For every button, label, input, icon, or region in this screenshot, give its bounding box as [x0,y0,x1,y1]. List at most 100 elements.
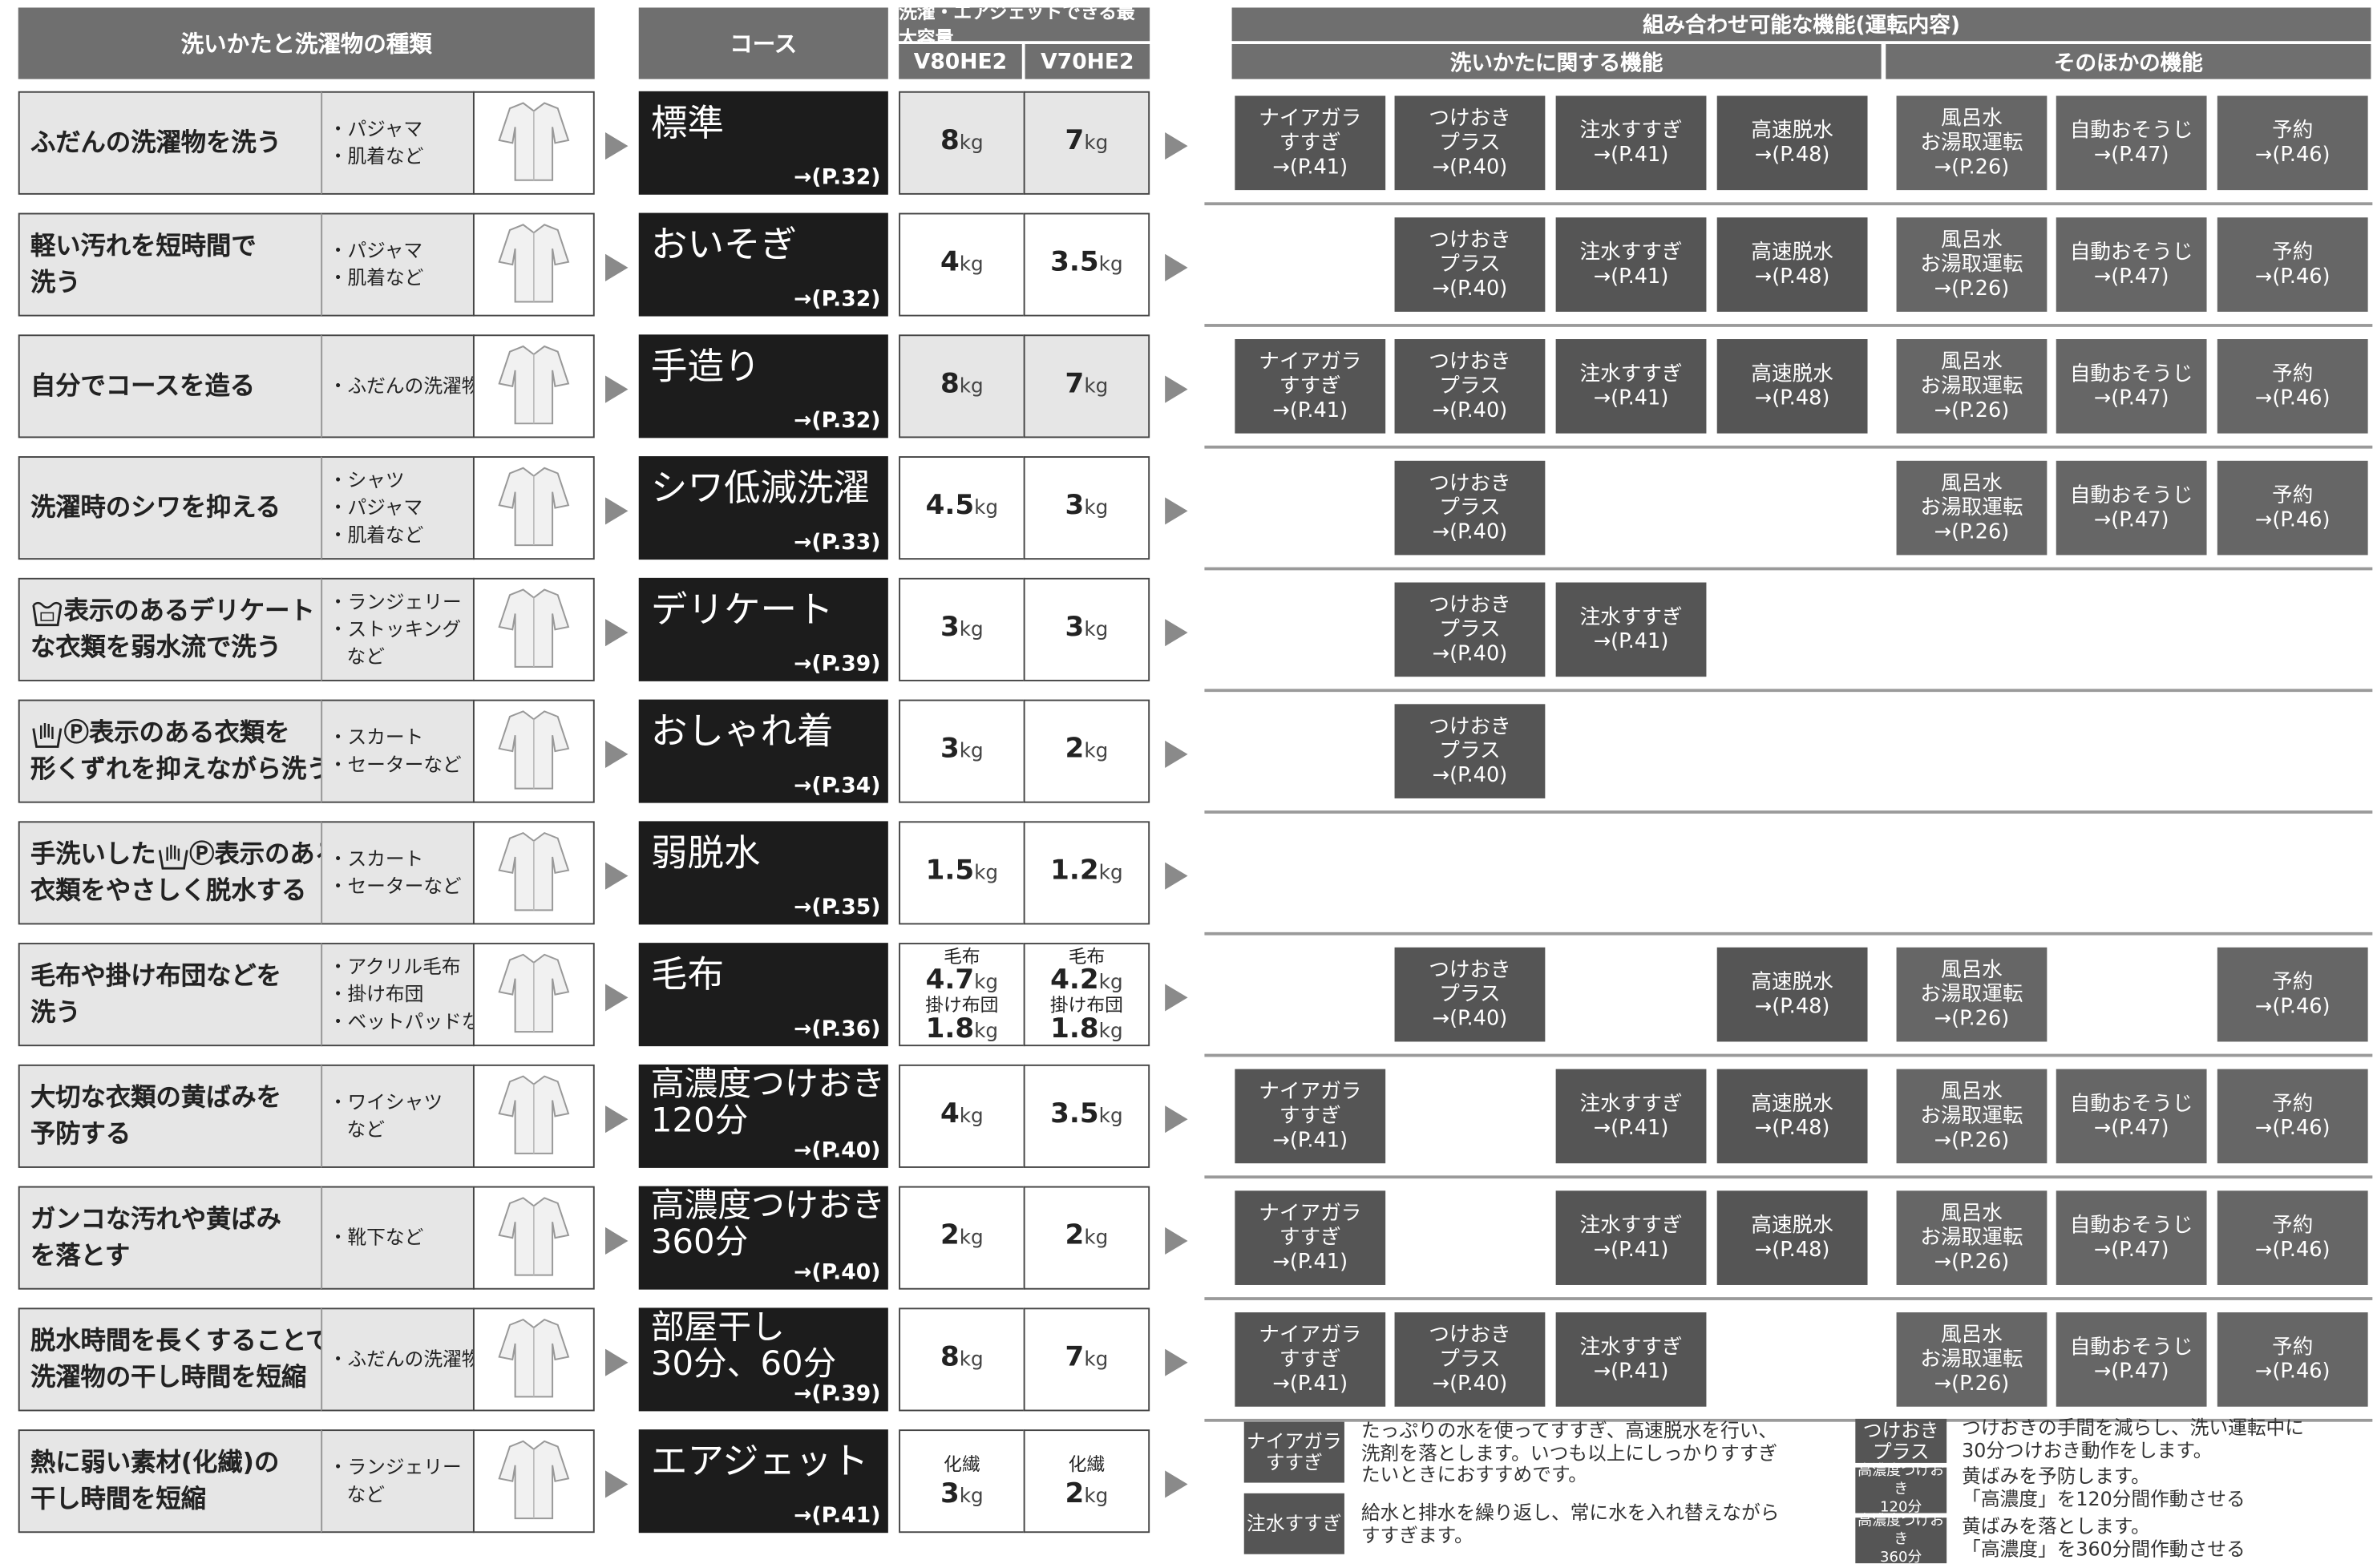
item-line: ・セーターなど [328,753,462,776]
legend-tag-text: 120分 [1880,1499,1922,1517]
arrow [605,251,629,281]
function-text: 自動おそうじ [2069,1335,2193,1360]
course-box: おいそぎ →(P.32) [638,212,888,317]
arrow [1165,1346,1188,1376]
description-text: 脱水時間を長くすることで [30,1326,331,1356]
function-box: 予約 →(P.46) [2217,217,2368,312]
arrow-icon [605,739,629,768]
course-name: 高濃度つけおき [650,1065,886,1105]
course-page: →(P.35) [794,895,881,920]
function-text: →(P.41) [1272,155,1348,180]
row-description: 表示のあるデリケート な衣類を弱水流で洗う [18,577,323,681]
function-text: 注水すすぎ [1579,605,1683,630]
legend-text-line: 30分つけおき動作をします。 [1962,1437,2213,1461]
capacity-value: 4kg [940,246,984,281]
function-text: 予約 [2272,362,2314,386]
function-text: ナイアガラ [1259,350,1362,374]
function-text: →(P.46) [2254,265,2331,289]
capacity-value: 4kg [940,1099,984,1134]
description-text: 衣類をやさしく脱水する [30,875,307,905]
capacity-note: 化繊 [1068,1453,1106,1476]
capacity-unit: kg [1084,740,1109,764]
function-text: 注水すすぎ [1579,118,1683,143]
cloth-icon [498,953,570,1033]
function-text: →(P.47) [2093,1116,2169,1141]
arrow [605,1102,629,1133]
capacity-unit: kg [959,1227,984,1251]
garment-picture [472,1064,595,1168]
function-box: 風呂水 お湯取運転 →(P.26) [1896,1069,2048,1164]
arrow-icon [1165,496,1188,524]
cloth-icon [498,710,570,790]
function-text: 風呂水 [1941,106,2003,131]
course-name: 標準 [650,102,724,145]
arrow-icon [1165,1105,1188,1133]
function-text: →(P.46) [2254,1238,2331,1263]
course-header: コース [638,7,888,79]
function-box: 注水すすぎ →(P.41) [1555,1190,1707,1285]
capacity-value: 8kg [940,1342,984,1376]
function-text: プラス [1439,374,1501,399]
row-description: 毛布や掛け布団などを 洗う [18,943,323,1047]
row-separator [1204,1297,2373,1300]
capacity-cell: 8kg [899,1307,1025,1412]
row-description: ふだんの洗濯物を洗う [18,91,323,195]
item-line: ・アクリル毛布 [328,955,461,978]
function-text: 予約 [2272,970,2314,995]
hand-icon [32,722,63,747]
capacity-cell: 7kg [1023,1307,1150,1412]
capacity-unit: kg [1084,1348,1109,1372]
function-text: すすぎ [1279,1225,1341,1251]
garment-picture [472,456,595,560]
course-box: デリケート →(P.39) [638,577,888,681]
capacity-value: 3kg [940,733,984,768]
function-text: →(P.46) [2254,507,2331,532]
function-text: →(P.41) [1593,1359,1669,1384]
function-text: 予約 [2272,118,2314,143]
function-box: 風呂水 お湯取運転 →(P.26) [1896,339,2048,434]
course-name: 120分 [650,1102,749,1141]
arrow [1165,373,1188,402]
row-description: 手洗いした Ⓟ表示のある 衣類をやさしく脱水する [18,821,340,925]
arrow-icon [1165,1469,1188,1497]
description-line: 衣類をやさしく脱水する [30,873,321,910]
description-text: 洗う [30,997,81,1027]
legend-tag-text: 高濃度つけおき [1858,1513,1945,1549]
function-text: →(P.47) [2093,1359,2169,1384]
capacity-value: 3kg [1065,612,1109,646]
description-line: 洗濯物の干し時間を短縮 [30,1360,321,1396]
capacity-value: 3.5kg [1050,1099,1122,1134]
capacity-number: 4.5 [925,489,975,522]
function-box: 風呂水 お湯取運転 →(P.26) [1896,1312,2048,1407]
function-text: →(P.40) [1432,641,1508,666]
function-box: 予約 →(P.46) [2217,95,2368,191]
capacity-note: 毛布 [944,945,980,968]
function-box: 注水すすぎ →(P.41) [1555,95,1707,191]
item-line: ・ベットパッドなど [328,1009,500,1033]
capacity-number: 7 [1065,124,1085,157]
function-text: すすぎ [1279,1104,1341,1129]
function-text: 風呂水 [1941,471,2003,496]
row-items: ・スカート ・セーターなど [321,821,475,925]
legend-text-line: つけおきの手間を減らし、洗い運転中に [1962,1416,2304,1439]
capacity-number: 4.2 [1050,964,1099,996]
function-text: プラス [1439,617,1501,642]
legend-tag-text: プラス [1872,1439,1930,1462]
function-text: 風呂水 [1941,228,2003,253]
description-text: 大切な衣類の黄ばみを [30,1082,281,1112]
function-text: 予約 [2272,240,2314,265]
arrow [1165,981,1188,1011]
legend-text-line: 給水と排水を繰り返し、常に水を入れ替えながら [1360,1501,1780,1524]
function-box: 注水すすぎ →(P.41) [1555,217,1707,312]
function-text: →(P.40) [1432,155,1508,180]
description-line: 大切な衣類の黄ばみを [30,1080,321,1117]
function-box: つけおき プラス →(P.40) [1394,95,1546,191]
function-header: 組み合わせ可能な機能(運転内容) [1231,7,2371,42]
description-text: 表示のあるデリケート [63,596,315,625]
function-text: 高速脱水 [1751,1092,1833,1117]
function-text: すすぎ [1279,1347,1341,1372]
capacity-number: 4 [940,246,960,279]
function-text: ナイアガラ [1259,1323,1362,1348]
row-items: ・ワイシャツ など [321,1064,475,1168]
capacity-cell: 3kg [1023,456,1150,560]
